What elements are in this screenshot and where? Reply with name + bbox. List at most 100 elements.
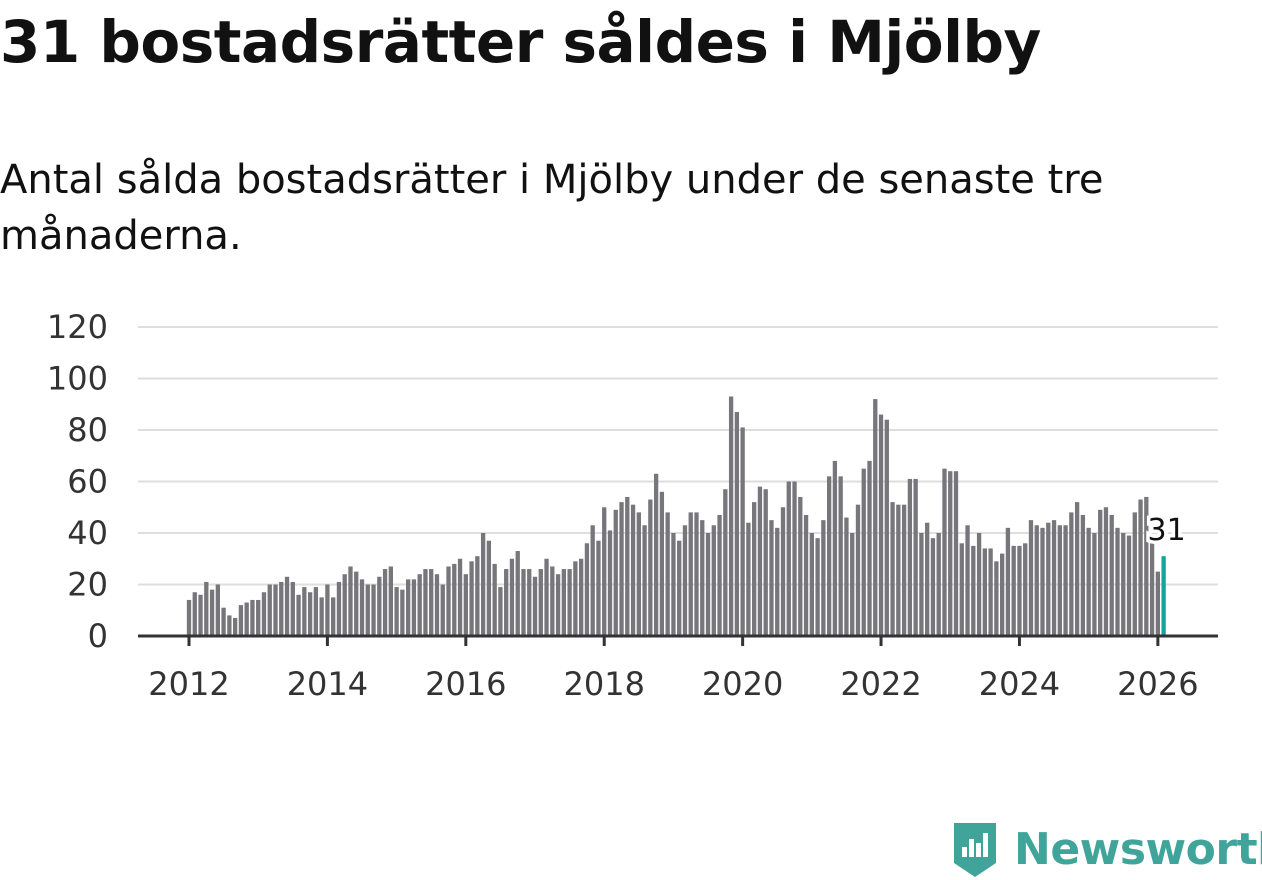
bar bbox=[296, 594, 301, 636]
bar bbox=[1000, 553, 1005, 636]
bar bbox=[1121, 533, 1126, 636]
bar bbox=[682, 525, 688, 636]
bar bbox=[394, 587, 399, 636]
bar bbox=[475, 556, 480, 636]
bar bbox=[365, 584, 370, 636]
bar bbox=[1149, 543, 1155, 636]
bar bbox=[1034, 525, 1039, 636]
bar bbox=[1098, 509, 1103, 636]
bar bbox=[313, 587, 319, 636]
bar bbox=[186, 599, 192, 636]
bar bbox=[907, 478, 913, 636]
bar bbox=[705, 533, 711, 636]
bar bbox=[965, 525, 970, 636]
y-tick-label: 0 bbox=[88, 617, 108, 655]
bar bbox=[325, 584, 330, 636]
newsworthy-logo: Newsworthy bbox=[950, 818, 1262, 880]
bar bbox=[630, 504, 636, 636]
bar bbox=[457, 558, 463, 636]
bar bbox=[786, 481, 791, 636]
bar bbox=[919, 533, 924, 636]
bar bbox=[775, 527, 780, 636]
bar bbox=[261, 592, 267, 636]
newsworthy-logo-icon bbox=[954, 823, 996, 877]
bar bbox=[382, 569, 388, 636]
bar bbox=[959, 543, 964, 636]
y-tick-label: 120 bbox=[47, 308, 108, 346]
bar bbox=[740, 427, 745, 636]
bar bbox=[302, 587, 307, 636]
bar bbox=[354, 571, 359, 637]
bar bbox=[579, 558, 584, 636]
bar bbox=[1040, 527, 1045, 636]
bar bbox=[653, 473, 659, 636]
bar bbox=[700, 520, 705, 637]
bar bbox=[434, 574, 440, 636]
bar bbox=[671, 533, 676, 636]
x-tick-label: 2016 bbox=[425, 665, 506, 703]
bar bbox=[336, 581, 342, 636]
bar bbox=[971, 545, 976, 637]
bar bbox=[498, 587, 503, 636]
bar bbox=[446, 566, 451, 636]
bar bbox=[838, 476, 843, 636]
bar bbox=[256, 599, 261, 636]
bar bbox=[936, 533, 941, 636]
x-tick-label: 2018 bbox=[564, 665, 645, 703]
bar bbox=[988, 548, 993, 636]
x-tick-label: 2014 bbox=[287, 665, 368, 703]
bar bbox=[901, 504, 907, 636]
bar bbox=[284, 576, 290, 636]
bar bbox=[1057, 525, 1062, 636]
bar bbox=[677, 540, 682, 636]
brand-name: Newsworthy bbox=[1014, 823, 1262, 875]
bar bbox=[319, 597, 324, 637]
bar bbox=[555, 574, 561, 636]
bar bbox=[625, 496, 630, 636]
bar bbox=[486, 540, 492, 636]
bar bbox=[371, 584, 376, 636]
bar bbox=[561, 569, 567, 636]
x-tick-label: 2012 bbox=[148, 665, 229, 703]
bar bbox=[711, 525, 716, 636]
bar bbox=[769, 520, 774, 637]
bar bbox=[925, 522, 930, 636]
bar bbox=[573, 561, 578, 636]
bar bbox=[1115, 527, 1120, 636]
bar bbox=[509, 558, 515, 636]
bar bbox=[694, 512, 699, 636]
bar bbox=[1155, 571, 1161, 637]
bar bbox=[342, 574, 347, 636]
bar bbox=[878, 414, 884, 636]
bar bbox=[198, 594, 203, 636]
bar bbox=[590, 525, 595, 636]
bar bbox=[723, 489, 728, 636]
bar bbox=[377, 576, 382, 636]
bar bbox=[734, 411, 740, 636]
bar bbox=[532, 576, 538, 636]
bar bbox=[209, 589, 215, 636]
bar bbox=[636, 512, 641, 636]
bar bbox=[492, 563, 497, 636]
bar bbox=[613, 509, 618, 636]
bar bbox=[279, 581, 284, 636]
bar bbox=[832, 460, 838, 636]
bar bbox=[648, 499, 653, 636]
bar bbox=[238, 605, 244, 636]
bar bbox=[982, 548, 987, 636]
bar bbox=[809, 533, 814, 636]
chart-title: 31 bostadsrätter såldes i Mjölby bbox=[0, 8, 1041, 76]
bar bbox=[411, 579, 417, 636]
bar bbox=[884, 419, 889, 636]
bar bbox=[1017, 545, 1022, 637]
bar bbox=[1138, 499, 1143, 636]
bar bbox=[1074, 502, 1080, 636]
bar bbox=[1092, 533, 1097, 636]
x-tick-label: 2026 bbox=[1117, 665, 1198, 703]
y-tick-label: 20 bbox=[67, 566, 108, 604]
last-value-label: 31 bbox=[1148, 513, 1186, 548]
bar bbox=[429, 569, 434, 636]
y-tick-label: 100 bbox=[47, 360, 108, 398]
bar bbox=[463, 574, 468, 636]
bar bbox=[550, 566, 555, 636]
